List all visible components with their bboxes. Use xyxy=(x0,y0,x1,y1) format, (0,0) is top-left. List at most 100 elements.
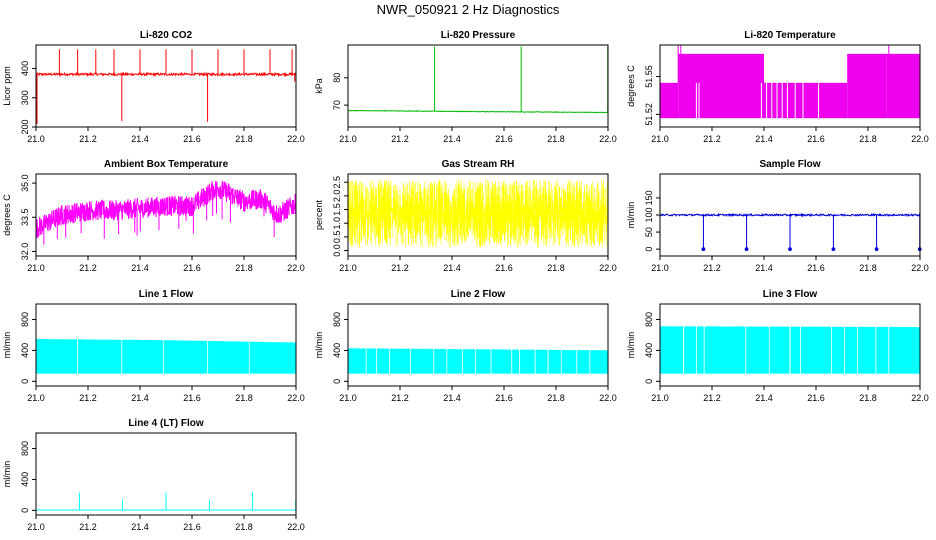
x-tick-label: 21.0 xyxy=(339,263,357,273)
x-tick-label: 21.8 xyxy=(547,134,565,144)
y-axis-label: ml/min xyxy=(314,332,324,359)
y-tick-label: 2.0 xyxy=(332,190,342,203)
panel-3: Li-820 Temperature degrees C 21.0 21.2 21.4 2… xyxy=(626,30,929,144)
panel-5: Gas Stream RH percent 21.0 21.2 21.4 21.6 21.8… xyxy=(314,159,617,273)
y-tick-label: 300 xyxy=(20,90,30,105)
x-tick-label: 21.4 xyxy=(755,134,773,144)
y-axis-label: degrees C xyxy=(2,194,12,236)
y-tick-label: 800 xyxy=(332,312,342,327)
plot-frame xyxy=(35,432,297,516)
y-tick-label: 80 xyxy=(332,73,342,83)
series-noise xyxy=(347,179,609,248)
x-tick-label: 21.4 xyxy=(131,134,149,144)
panel-title: Gas Stream RH xyxy=(442,159,515,170)
x-tick-label: 21.0 xyxy=(651,393,669,403)
x-tick-label: 21.0 xyxy=(27,263,45,273)
y-tick-label: 51.55 xyxy=(644,65,654,88)
series xyxy=(659,212,922,252)
y-axis-label: ml/min xyxy=(626,202,636,229)
x-tick-label: 21.6 xyxy=(807,393,825,403)
x-tick-label: 21.6 xyxy=(495,263,513,273)
x-tick-label: 21.8 xyxy=(235,263,253,273)
y-tick-label: 400 xyxy=(20,472,30,487)
panel-1: Li-820 CO2 Licor ppm 21.0 21.2 21.4 21.6 21.8 2… xyxy=(2,30,305,144)
x-tick-label: 21.4 xyxy=(755,393,773,403)
x-tick-label: 21.6 xyxy=(807,263,825,273)
x-tick-label: 21.2 xyxy=(703,134,721,144)
y-tick-label: 70 xyxy=(332,100,342,110)
x-tick-label: 21.4 xyxy=(443,393,461,403)
x-tick-label: 21.2 xyxy=(79,522,97,532)
panel-title: Ambient Box Temperature xyxy=(104,159,229,170)
x-tick-label: 21.8 xyxy=(235,134,253,144)
series xyxy=(660,45,920,119)
band-mark xyxy=(886,53,920,119)
panel-title: Line 2 Flow xyxy=(451,289,506,300)
x-tick-label: 21.2 xyxy=(703,263,721,273)
x-tick-label: 21.2 xyxy=(703,393,721,403)
x-tick-label: 22.0 xyxy=(287,393,305,403)
x-tick-label: 21.0 xyxy=(651,134,669,144)
y-tick-label: 35.0 xyxy=(20,174,30,192)
x-tick-label: 21.2 xyxy=(391,393,409,403)
x-tick-label: 22.0 xyxy=(599,393,617,403)
x-tick-label: 21.6 xyxy=(183,263,201,273)
y-tick-label: 0 xyxy=(644,379,654,384)
y-tick-label: 400 xyxy=(20,61,30,76)
x-tick-label: 21.8 xyxy=(859,263,877,273)
y-tick-label: 2.5 xyxy=(332,176,342,189)
x-tick-label: 21.8 xyxy=(547,393,565,403)
y-axis-label: ml/min xyxy=(2,332,12,359)
dropout-point xyxy=(788,247,792,252)
series-fill xyxy=(660,326,920,374)
y-axis-label: kPa xyxy=(314,78,324,94)
plot-frame xyxy=(35,303,297,387)
x-tick-label: 21.4 xyxy=(443,263,461,273)
y-axis-label: Licor ppm xyxy=(2,66,12,106)
x-tick-label: 21.6 xyxy=(183,522,201,532)
x-tick-label: 22.0 xyxy=(599,263,617,273)
y-tick-label: 0 xyxy=(20,379,30,384)
series xyxy=(348,348,608,374)
x-tick-label: 22.0 xyxy=(287,263,305,273)
x-tick-label: 21.2 xyxy=(79,263,97,273)
series xyxy=(347,46,609,114)
y-tick-label: 0 xyxy=(332,379,342,384)
x-tick-label: 22.0 xyxy=(911,263,929,273)
x-tick-label: 21.8 xyxy=(235,393,253,403)
x-tick-label: 21.4 xyxy=(755,263,773,273)
y-tick-label: 400 xyxy=(332,343,342,358)
panel-title: Li-820 Pressure xyxy=(441,30,516,41)
x-tick-label: 21.8 xyxy=(235,522,253,532)
plot-frame xyxy=(347,44,609,128)
panel-2: Li-820 Pressure kPa 21.0 21.2 21.4 21.6 21.8 22… xyxy=(314,30,617,144)
y-tick-label: 0.5 xyxy=(332,231,342,244)
panel-title: Line 3 Flow xyxy=(763,289,818,300)
panel-title: Sample Flow xyxy=(759,159,820,170)
x-tick-label: 21.6 xyxy=(807,134,825,144)
y-tick-label: 800 xyxy=(644,312,654,327)
x-tick-label: 21.8 xyxy=(859,134,877,144)
y-tick-label: 32.0 xyxy=(20,243,30,261)
y-tick-label: 33.5 xyxy=(20,209,30,227)
x-tick-label: 21.0 xyxy=(27,393,45,403)
series xyxy=(35,49,297,125)
x-tick-label: 22.0 xyxy=(287,522,305,532)
x-tick-label: 22.0 xyxy=(599,134,617,144)
y-tick-label: 51.52 xyxy=(644,103,654,126)
y-tick-label: 0.0 xyxy=(332,244,342,257)
main-title: NWR_050921 2 Hz Diagnostics xyxy=(376,2,560,17)
panel-4: Ambient Box Temperature degrees C 21.0 21.2… xyxy=(2,159,305,273)
panel-title: Li-820 CO2 xyxy=(140,30,193,41)
series-line xyxy=(347,109,608,114)
y-tick-label: 150 xyxy=(644,190,654,205)
x-tick-label: 22.0 xyxy=(911,134,929,144)
y-tick-label: 800 xyxy=(20,441,30,456)
y-axis-label: percent xyxy=(314,199,324,230)
y-tick-label: 1.0 xyxy=(332,217,342,230)
x-tick-label: 21.0 xyxy=(339,393,357,403)
x-tick-label: 21.6 xyxy=(183,393,201,403)
y-tick-label: 100 xyxy=(644,207,654,222)
dropout-point xyxy=(701,247,706,252)
band-mark xyxy=(764,82,848,119)
